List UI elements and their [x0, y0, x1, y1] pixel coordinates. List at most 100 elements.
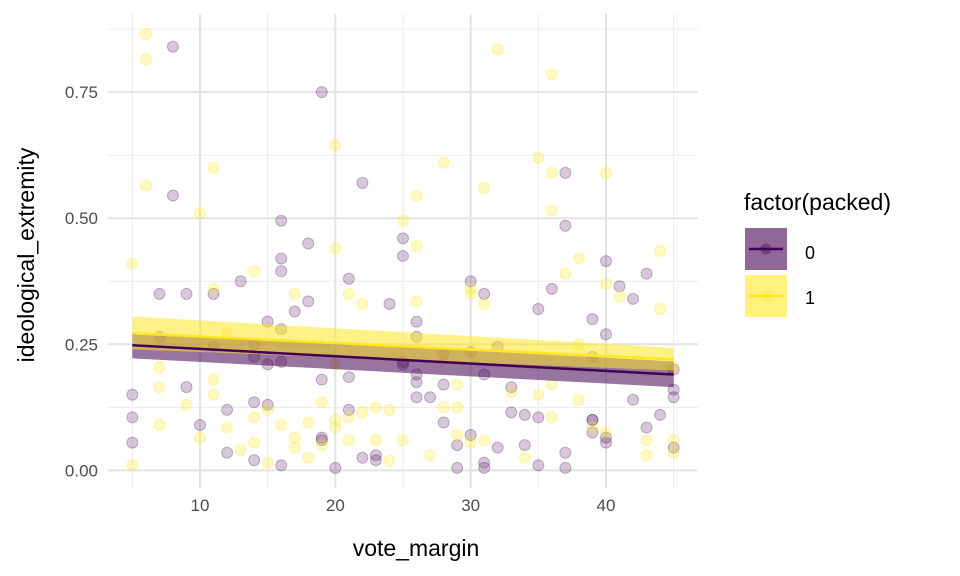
data-point-series-1: [572, 393, 585, 406]
data-point-series-0: [437, 416, 450, 429]
fit-line-series-0: [132, 344, 674, 376]
data-point-series-0: [194, 418, 207, 431]
data-point-series-1: [221, 421, 234, 434]
data-point-series-0: [342, 371, 355, 384]
data-point-series-1: [139, 53, 152, 66]
data-point-series-1: [329, 242, 342, 255]
data-point-series-0: [410, 391, 423, 404]
data-point-series-0: [627, 393, 640, 406]
data-point-series-1: [153, 360, 166, 373]
data-point-series-0: [640, 421, 653, 434]
data-point-series-0: [613, 280, 626, 293]
data-point-series-1: [261, 456, 274, 469]
data-point-series-1: [139, 179, 152, 192]
y-tick-label: 0.25: [65, 335, 98, 354]
data-point-series-0: [667, 391, 680, 404]
data-point-series-0: [505, 406, 518, 419]
x-tick-label: 10: [191, 496, 210, 515]
data-point-series-0: [275, 265, 288, 278]
data-point-series-1: [207, 373, 220, 386]
data-point-series-1: [248, 265, 261, 278]
data-point-series-1: [437, 156, 450, 169]
data-point-series-0: [315, 434, 328, 447]
data-point-series-1: [153, 418, 166, 431]
data-point-series-0: [329, 461, 342, 474]
data-point-series-1: [518, 451, 531, 464]
data-point-series-1: [180, 398, 193, 411]
data-point-series-0: [302, 295, 315, 308]
data-point-series-1: [640, 434, 653, 447]
data-point-series-1: [545, 68, 558, 81]
data-point-series-0: [545, 282, 558, 295]
data-point-series-1: [248, 436, 261, 449]
data-point-series-1: [288, 287, 301, 300]
data-point-series-1: [532, 151, 545, 164]
data-point-series-1: [234, 444, 247, 457]
data-point-series-1: [261, 403, 274, 416]
data-point-series-0: [288, 305, 301, 318]
data-point-series-0: [667, 441, 680, 454]
x-axis-title: vote_margin: [353, 535, 480, 561]
x-tick-label: 20: [326, 496, 345, 515]
fit-lines: [132, 316, 674, 388]
data-point-series-0: [451, 461, 464, 474]
data-point-series-0: [166, 189, 179, 202]
data-point-series-1: [654, 245, 667, 257]
data-point-series-1: [451, 378, 464, 391]
data-point-series-1: [451, 401, 464, 414]
data-point-series-0: [221, 403, 234, 416]
legend-title: factor(packed): [744, 189, 891, 215]
y-axis-title: ideological_extremity: [13, 147, 39, 362]
data-point-series-1: [383, 403, 396, 416]
data-point-series-0: [180, 287, 193, 300]
data-point-series-0: [248, 454, 261, 467]
data-point-series-0: [640, 267, 653, 280]
data-point-series-1: [126, 459, 139, 472]
data-point-series-0: [491, 441, 504, 454]
data-point-series-0: [518, 439, 531, 452]
data-point-series-1: [464, 287, 477, 300]
data-point-series-0: [207, 287, 220, 300]
data-point-series-1: [545, 411, 558, 424]
data-point-series-1: [464, 436, 477, 449]
data-point-series-1: [599, 166, 612, 179]
data-point-series-0: [410, 315, 423, 328]
data-point-series-1: [532, 388, 545, 401]
data-point-series-1: [342, 411, 355, 424]
data-point-series-1: [505, 386, 518, 399]
data-point-series-0: [410, 376, 423, 389]
data-point-series-1: [342, 434, 355, 447]
data-point-series-1: [302, 451, 315, 464]
data-point-series-1: [356, 297, 369, 310]
data-point-series-1: [207, 388, 220, 401]
data-point-series-1: [599, 426, 612, 439]
data-point-series-0: [586, 426, 599, 439]
data-point-series-0: [478, 287, 491, 300]
data-point-series-0: [153, 287, 166, 300]
data-point-series-1: [329, 139, 342, 152]
data-point-series-0: [342, 272, 355, 285]
data-point-series-0: [505, 381, 518, 394]
data-point-series-0: [126, 388, 139, 401]
data-point-series-0: [599, 255, 612, 268]
data-point-series-1: [410, 189, 423, 202]
legend: factor(packed) 0 1: [744, 189, 891, 317]
data-point-series-0: [478, 456, 491, 469]
fit-line-series-1: [132, 331, 674, 361]
data-point-series-0: [478, 461, 491, 474]
data-point-series-0: [356, 451, 369, 464]
data-point-series-0: [261, 398, 274, 411]
data-point-series-0: [532, 459, 545, 472]
data-point-series-1: [315, 439, 328, 452]
data-point-series-0: [424, 391, 437, 404]
data-point-series-0: [315, 86, 328, 99]
data-point-series-1: [654, 302, 667, 315]
data-point-series-1: [275, 418, 288, 431]
data-point-series-1: [667, 446, 680, 459]
data-point-series-0: [599, 436, 612, 449]
data-point-series-1: [437, 401, 450, 414]
data-point-series-1: [126, 257, 139, 270]
data-point-series-1: [329, 413, 342, 426]
data-point-series-1: [194, 207, 207, 220]
